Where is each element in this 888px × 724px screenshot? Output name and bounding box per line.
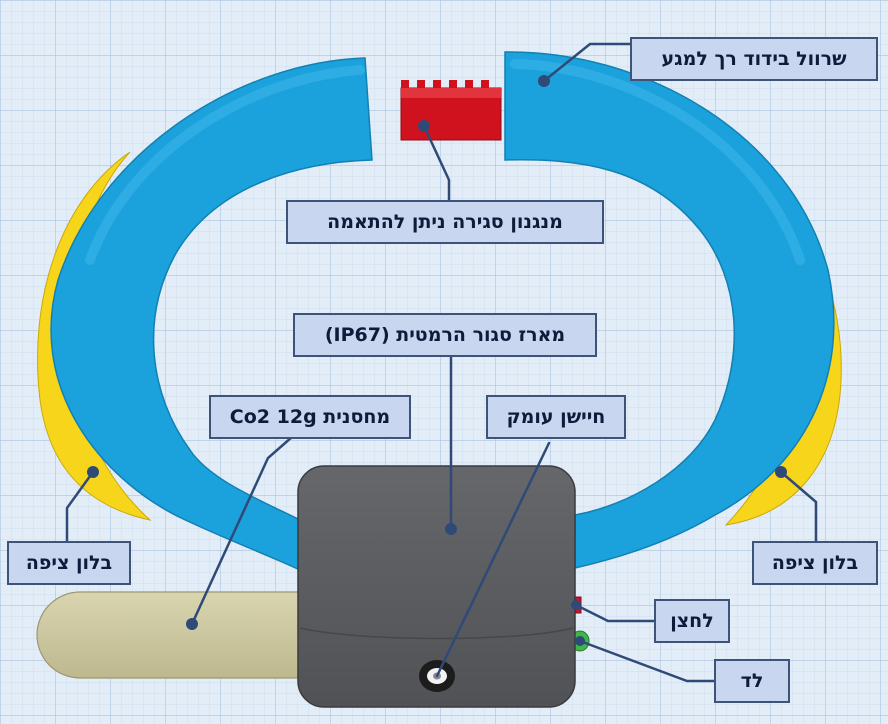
leader-float-right xyxy=(779,470,818,543)
leader-sleeve xyxy=(542,42,632,83)
closure-mechanism xyxy=(400,80,502,141)
label-float-balloon-left: בלון ציפה xyxy=(7,541,131,585)
leader-depth-sensor xyxy=(435,441,551,678)
anchor-dot-co2 xyxy=(186,618,198,630)
anchor-dot-float-left xyxy=(87,466,99,478)
leader-float-left xyxy=(65,470,95,543)
anchor-dot-led xyxy=(575,636,585,646)
leader-button xyxy=(574,603,656,623)
sleeve-highlight-left xyxy=(85,65,365,265)
enclosure-edge xyxy=(299,627,574,640)
label-depth-sensor: חיישן עומק xyxy=(486,395,626,439)
sleeve-highlight-right xyxy=(510,59,805,265)
label-closure-mechanism: מנגנון סגירה ניתן להתאמה xyxy=(286,200,604,244)
anchor-dot-sleeve xyxy=(538,75,550,87)
label-button: לחצן xyxy=(654,599,730,643)
sealed-enclosure xyxy=(297,465,576,708)
anchor-dot-button xyxy=(571,600,581,610)
leader-co2 xyxy=(190,435,294,626)
co2-cartridge xyxy=(36,591,306,679)
label-co2-cartridge: מחסנית Co2 12g xyxy=(209,395,411,439)
leader-closure xyxy=(422,124,451,202)
label-led: לד xyxy=(714,659,790,703)
label-insulation-sleeve: שרוול בידוד רך למגע xyxy=(630,37,878,81)
anchor-dot-closure xyxy=(418,120,430,132)
label-float-balloon-right: בלון ציפה xyxy=(752,541,878,585)
label-sealed-enclosure: מארז סגור הרמטית (IP67) xyxy=(293,313,597,357)
leader-led xyxy=(578,639,716,683)
anchor-dot-enclosure xyxy=(445,523,457,535)
anchor-dot-float-right xyxy=(775,466,787,478)
